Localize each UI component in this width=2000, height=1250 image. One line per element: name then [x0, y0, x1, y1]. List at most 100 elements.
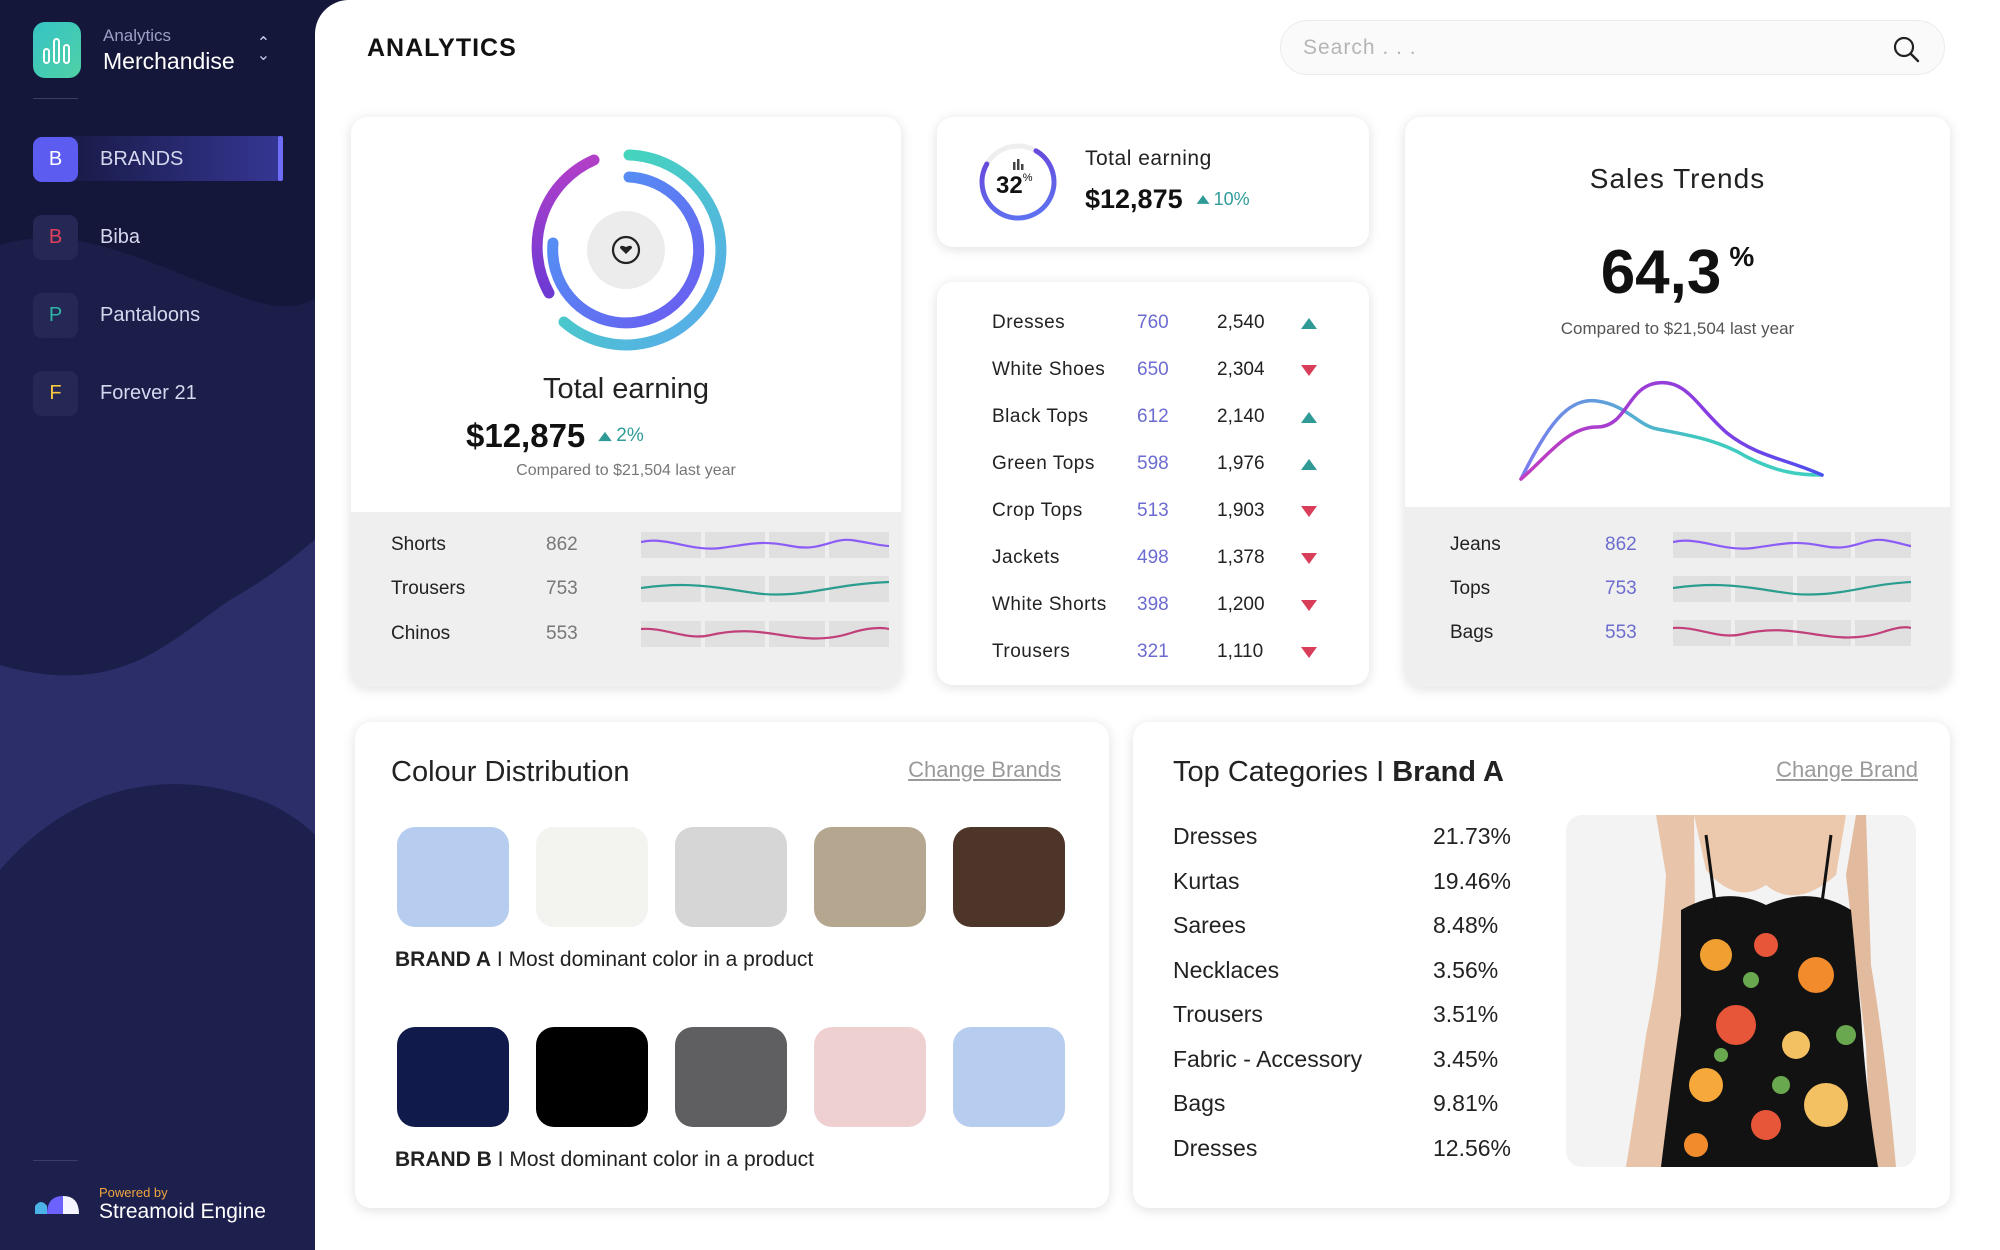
color-swatch — [814, 1027, 926, 1127]
product-total: 2,140 — [1217, 406, 1265, 427]
product-total: 2,304 — [1217, 359, 1265, 380]
earning-card: Total earning $12,875 2% Compared to $21… — [351, 117, 901, 687]
powered-by-label: Powered by — [99, 1185, 168, 1200]
earning-mini-change: 10% — [1213, 189, 1250, 209]
sales-value-row: 64,3 % — [1405, 237, 1950, 308]
categories-title-text: Top Categories I — [1173, 756, 1393, 788]
sales-compare: Compared to $21,504 last year — [1560, 319, 1795, 338]
category-name: Necklaces — [1173, 956, 1280, 983]
breakdown-label: Trousers — [391, 578, 466, 599]
sales-trend-chart — [1519, 380, 1824, 481]
color-swatch — [536, 827, 648, 927]
product-name: Green Tops — [992, 453, 1095, 474]
breakdown-row: Shorts 862 — [391, 532, 889, 558]
sidebar-item-label: BRANDS — [100, 147, 184, 170]
product-table-card: Dresses 760 2,540 White Shoes 650 2,304 Blac… — [937, 282, 1369, 685]
category-pct: 9.81% — [1433, 1089, 1499, 1116]
divider — [33, 1160, 78, 1161]
table-row: Trousers 321 1,110 — [992, 637, 1317, 667]
breakdown-label: Tops — [1450, 578, 1491, 599]
earning-value: $12,875 — [466, 417, 586, 454]
product-name: Trousers — [992, 641, 1071, 662]
trend-down-icon — [1301, 505, 1317, 517]
trend-down-icon — [1301, 646, 1317, 658]
breakdown-row: Tops 753 — [1450, 576, 1911, 602]
chevron-updown-icon[interactable]: ⌃ ⌄ — [256, 35, 271, 64]
product-count: 513 — [1137, 500, 1169, 521]
table-row: Green Tops 598 1,976 — [992, 449, 1317, 479]
engine-name: Streamoid Engine — [99, 1200, 266, 1223]
color-swatch — [536, 1027, 648, 1127]
category-row: Necklaces 3.56% — [1173, 955, 1498, 985]
search-input[interactable]: Search . . . — [1280, 20, 1945, 75]
percent-ring-chart — [979, 143, 1057, 221]
app-switcher[interactable]: Analytics Merchandise ⌃ ⌄ — [33, 22, 270, 78]
product-total: 1,976 — [1217, 453, 1265, 474]
brand-a-text: I Most dominant color in a product — [491, 948, 814, 971]
category-row: Dresses 21.73% — [1173, 821, 1511, 851]
sales-value: 64,3 — [1600, 238, 1722, 307]
trend-down-icon — [1301, 364, 1317, 376]
category-row: Dresses 12.56% — [1173, 1133, 1511, 1163]
color-swatch — [953, 1027, 1065, 1127]
sidebar-item-forever-21[interactable]: F Forever 21 — [33, 354, 293, 432]
earning-compare: Compared to $21,504 last year — [516, 462, 736, 479]
search-icon[interactable] — [1892, 35, 1920, 63]
categories-brand: Brand A — [1392, 756, 1504, 788]
color-swatch — [675, 1027, 787, 1127]
breakdown-label: Jeans — [1450, 534, 1501, 555]
color-swatch — [675, 827, 787, 927]
sales-title: Sales Trends — [1589, 163, 1766, 194]
category-pct: 3.45% — [1433, 1045, 1499, 1072]
product-name: White Shoes — [992, 359, 1106, 380]
breakdown-row: Chinos 553 — [391, 621, 889, 647]
product-image — [1566, 815, 1916, 1167]
product-count: 650 — [1137, 359, 1169, 380]
color-swatch — [814, 827, 926, 927]
table-row: Crop Tops 513 1,903 — [992, 496, 1317, 526]
sidebar-item-label: Biba — [100, 225, 141, 248]
breakdown-value: 862 — [546, 534, 578, 555]
colour-distribution-card: Colour Distribution Change Brands BRAND … — [355, 722, 1109, 1208]
change-brands-link[interactable]: Change Brands — [908, 757, 1061, 782]
sparkline — [641, 532, 889, 558]
sparkline — [1673, 620, 1911, 646]
categories-title: Top Categories I Brand A — [1173, 756, 1504, 789]
breakdown-value: 553 — [546, 623, 578, 644]
sidebar-item-biba[interactable]: B Biba — [33, 198, 293, 276]
breakdown-label: Bags — [1450, 622, 1494, 643]
divider — [33, 98, 78, 99]
sparkline — [1673, 576, 1911, 602]
analytics-logo-icon — [33, 22, 81, 78]
category-row: Fabric - Accessory 3.45% — [1173, 1044, 1498, 1074]
brand-nav: B BRANDS B Biba P Pantaloons F Forever 2… — [33, 120, 293, 432]
table-row: White Shorts 398 1,200 — [992, 590, 1317, 620]
streamoid-logo-icon — [35, 1195, 79, 1214]
brand-badge: P — [33, 292, 78, 338]
sales-trends-card: Sales Trends 64,3 % Compared to $21,504 … — [1405, 117, 1950, 687]
table-row: Dresses 760 2,540 — [992, 308, 1317, 338]
category-row: Kurtas 19.46% — [1173, 866, 1511, 896]
product-count: 398 — [1137, 594, 1169, 615]
product-total: 1,378 — [1217, 547, 1265, 568]
category-pct: 12.56% — [1433, 1134, 1512, 1161]
sidebar-item-brands[interactable]: B BRANDS — [33, 120, 293, 198]
product-name: Dresses — [992, 312, 1066, 333]
category-name: Trousers — [1173, 1000, 1263, 1027]
breakdown-value: 753 — [546, 578, 578, 599]
earning-mini-value-row: $12,875 10% — [1085, 184, 1250, 215]
trend-down-icon — [1301, 599, 1317, 611]
percent-sign: % — [1022, 172, 1033, 184]
earning-breakdown: Shorts 862 Trousers 753 Chinos 553 — [351, 512, 901, 687]
category-name: Fabric - Accessory — [1173, 1045, 1363, 1072]
category-pct: 3.51% — [1433, 1000, 1499, 1027]
color-swatch — [397, 827, 509, 927]
trend-up-icon — [1301, 317, 1317, 329]
product-total: 1,110 — [1217, 641, 1264, 662]
top-categories-card: Top Categories I Brand A Change Brand Dr… — [1133, 722, 1950, 1208]
change-brand-link[interactable]: Change Brand — [1776, 757, 1918, 782]
brand-b-caption: BRAND B I Most dominant color in a produ… — [395, 1148, 814, 1172]
sidebar-item-pantaloons[interactable]: P Pantaloons — [33, 276, 293, 354]
colour-title: Colour Distribution — [391, 756, 630, 788]
category-name: Dresses — [1173, 822, 1258, 849]
